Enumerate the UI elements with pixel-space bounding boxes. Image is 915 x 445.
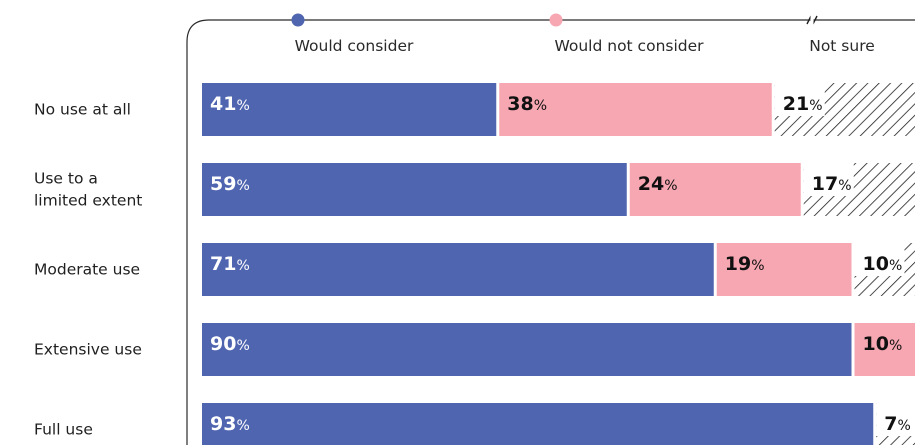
legend-label: Would consider xyxy=(295,37,414,55)
category-label: limited extent xyxy=(34,192,142,210)
category-label: Full use xyxy=(34,421,93,439)
data-label: 93% xyxy=(210,413,250,435)
data-label: 10% xyxy=(863,253,903,275)
bar-segment xyxy=(202,163,627,216)
legend-marker xyxy=(291,13,305,27)
data-label: 41% xyxy=(210,93,250,115)
data-label: 21% xyxy=(783,93,823,115)
data-label: 24% xyxy=(638,173,678,195)
legend-marker-hatch xyxy=(806,15,812,25)
data-label-backing xyxy=(854,243,905,276)
legend-label: Not sure xyxy=(809,37,875,55)
data-label: 17% xyxy=(812,173,852,195)
bar-segment xyxy=(629,163,801,216)
bar-segment xyxy=(499,83,772,136)
legend-marker-hatch xyxy=(812,15,818,25)
bar-segment xyxy=(202,83,497,136)
data-label: 59% xyxy=(210,173,250,195)
category-label: Use to a xyxy=(34,170,98,188)
category-label: Moderate use xyxy=(34,261,140,279)
data-label: 19% xyxy=(725,253,765,275)
bar-segment xyxy=(202,323,852,376)
data-label: 7% xyxy=(884,413,911,435)
category-label: Extensive use xyxy=(34,341,142,359)
chart-frame-line xyxy=(186,19,915,445)
data-label: 10% xyxy=(863,333,903,355)
data-label-backing xyxy=(774,83,825,116)
data-label-backing xyxy=(803,163,854,196)
data-label: 90% xyxy=(210,333,250,355)
data-label: 71% xyxy=(210,253,250,275)
data-label-backing xyxy=(876,403,915,436)
bar-segment xyxy=(202,403,874,445)
legend-marker-gap xyxy=(810,15,814,25)
legend-label: Would not consider xyxy=(554,37,704,55)
data-label: 38% xyxy=(507,93,547,115)
legend-marker xyxy=(549,13,563,27)
bar-segment xyxy=(854,323,915,376)
bar-segment xyxy=(716,243,852,296)
bar-segment xyxy=(202,243,714,296)
category-label: No use at all xyxy=(34,101,131,119)
